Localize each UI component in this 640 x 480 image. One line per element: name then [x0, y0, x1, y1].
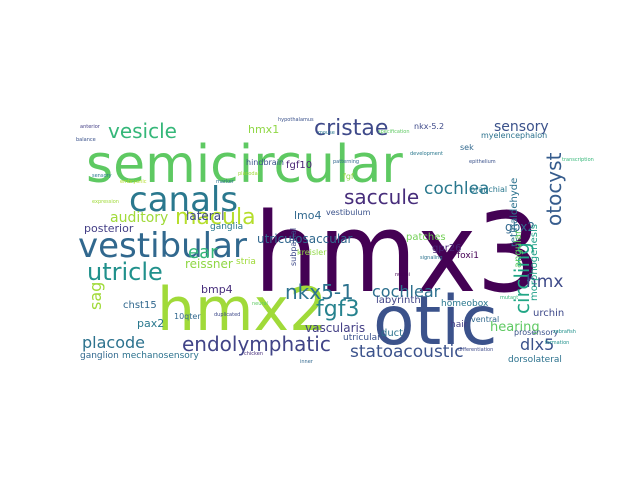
word-auditory: auditory [110, 210, 169, 226]
word-vesicle: vesicle [108, 119, 177, 143]
word-cochlear: cochlear [372, 282, 441, 301]
word-specification: specification [378, 129, 410, 135]
word-dlx5: dlx5 [520, 335, 555, 354]
word-ganglion: ganglion [80, 351, 119, 361]
word-placode: placode [82, 333, 145, 352]
word-otic: otic [373, 282, 498, 361]
word-fgf: fgf [343, 172, 354, 181]
word-angular: angular [513, 229, 524, 268]
word-bmp4: bmp4 [201, 283, 233, 296]
word-epithelium: epithelium [469, 159, 496, 165]
word-sensory-small: sensory [92, 173, 112, 179]
word-labyrinth: labyrinth [376, 295, 421, 306]
word-differentiation: differentiation [458, 347, 494, 353]
word-ganglia: ganglia [210, 222, 244, 232]
word-hypothalamus: hypothalamus [278, 117, 314, 123]
word-nkx-5.2: nkx-5.2 [414, 122, 445, 131]
word-placodal: placodal [238, 171, 260, 177]
word-hair: hair [450, 320, 468, 330]
word-gbx2: gbx2 [505, 220, 535, 234]
word-urchin: urchin [533, 308, 565, 319]
word-hindbrain: hindbrain [246, 158, 285, 167]
word-nuclei: nuclei [395, 272, 410, 278]
word-hmx3: hmx3 [254, 189, 541, 317]
word-formation: formation [545, 340, 570, 346]
word-lateral: lateral [186, 209, 225, 223]
word-neural: neural [252, 301, 268, 307]
word-kreisler: kreisler [297, 248, 327, 257]
word-gpr26: gpr26 [432, 243, 462, 254]
word-duct: duct [381, 328, 404, 339]
word-mouse: mouse [318, 130, 335, 136]
word-chicken: chicken [244, 351, 264, 357]
word-10qter: 10qter [174, 312, 201, 321]
word-cristae: cristae [314, 116, 389, 141]
word-statoacoustic: statoacoustic [350, 342, 464, 362]
word-embryonic: embryonic [120, 179, 147, 185]
word-lmo4: lmo4 [294, 209, 322, 222]
word-semicircular: semicircular [86, 135, 403, 195]
word-sag: sag [86, 281, 105, 310]
word-zebrafish: zebrafish [553, 329, 576, 335]
word-vestibular: vestibular [78, 226, 247, 266]
word-utricular: utricular [343, 333, 381, 343]
word-hmx1: hmx1 [248, 123, 280, 136]
word-saccule: saccule [344, 185, 420, 209]
word-sensory: sensory [494, 119, 549, 135]
word-patches: patches [406, 232, 446, 243]
word-nkx5-1: nkx5-1 [285, 280, 354, 304]
word-sek: sek [460, 143, 474, 152]
word-ear: ear [188, 242, 218, 263]
word-patterning: patterning [333, 159, 360, 165]
word-hearing: hearing [490, 320, 540, 335]
word-homeobox: homeobox [441, 299, 489, 309]
word-endolymphatic: endolymphatic [182, 332, 331, 356]
word-canals: canals [129, 180, 239, 220]
word-transcription: transcription [562, 157, 594, 163]
word-development: development [410, 151, 443, 157]
word-prosensory: prosensory [514, 328, 559, 337]
word-anterior: anterior [80, 124, 100, 130]
word-hmx: hmx [526, 272, 564, 292]
word-fgf10: fgf10 [286, 160, 313, 171]
word-duplicated: duplicated [214, 312, 241, 318]
word-reissner: reissner [185, 257, 233, 271]
word-morphogenesis: morphogenesis [529, 224, 540, 301]
word-myelencephalon: myelencephalon [481, 131, 548, 140]
word-marker: marker [216, 179, 234, 185]
word-vestibulum: vestibulum [326, 208, 371, 217]
word-inner: inner [300, 359, 313, 365]
word-dorsolateral: dorsolateral [508, 355, 562, 365]
word-mutant: mutant [500, 295, 519, 301]
word-vascularis: vascularis [305, 321, 366, 335]
word-stria: stria [236, 257, 256, 267]
word-pax2: pax2 [137, 317, 165, 330]
word-subpallial: subpallial [289, 227, 298, 266]
word-utricle: utricle [87, 258, 163, 286]
word-ventral: ventral [471, 315, 500, 324]
word-macula: macula [175, 205, 256, 230]
word-otocyst: otocyst [542, 152, 566, 226]
word-expression: expression [92, 199, 119, 205]
word-utriculosaccular: utriculosaccular [257, 232, 353, 246]
word-posterior: posterior [84, 222, 134, 235]
word-hmx2: hmx2 [157, 275, 328, 345]
word-foxi1: foxi1 [457, 251, 479, 261]
word-branchial: branchial [470, 185, 508, 194]
word-chst15: chst15 [123, 300, 157, 311]
word-mechanosensory: mechanosensory [122, 351, 199, 361]
word-signaling: signaling [420, 255, 443, 261]
word-balance: balance [76, 137, 96, 143]
word-cochlea: cochlea [424, 179, 490, 199]
word-fgf3: fgf3 [316, 297, 360, 322]
